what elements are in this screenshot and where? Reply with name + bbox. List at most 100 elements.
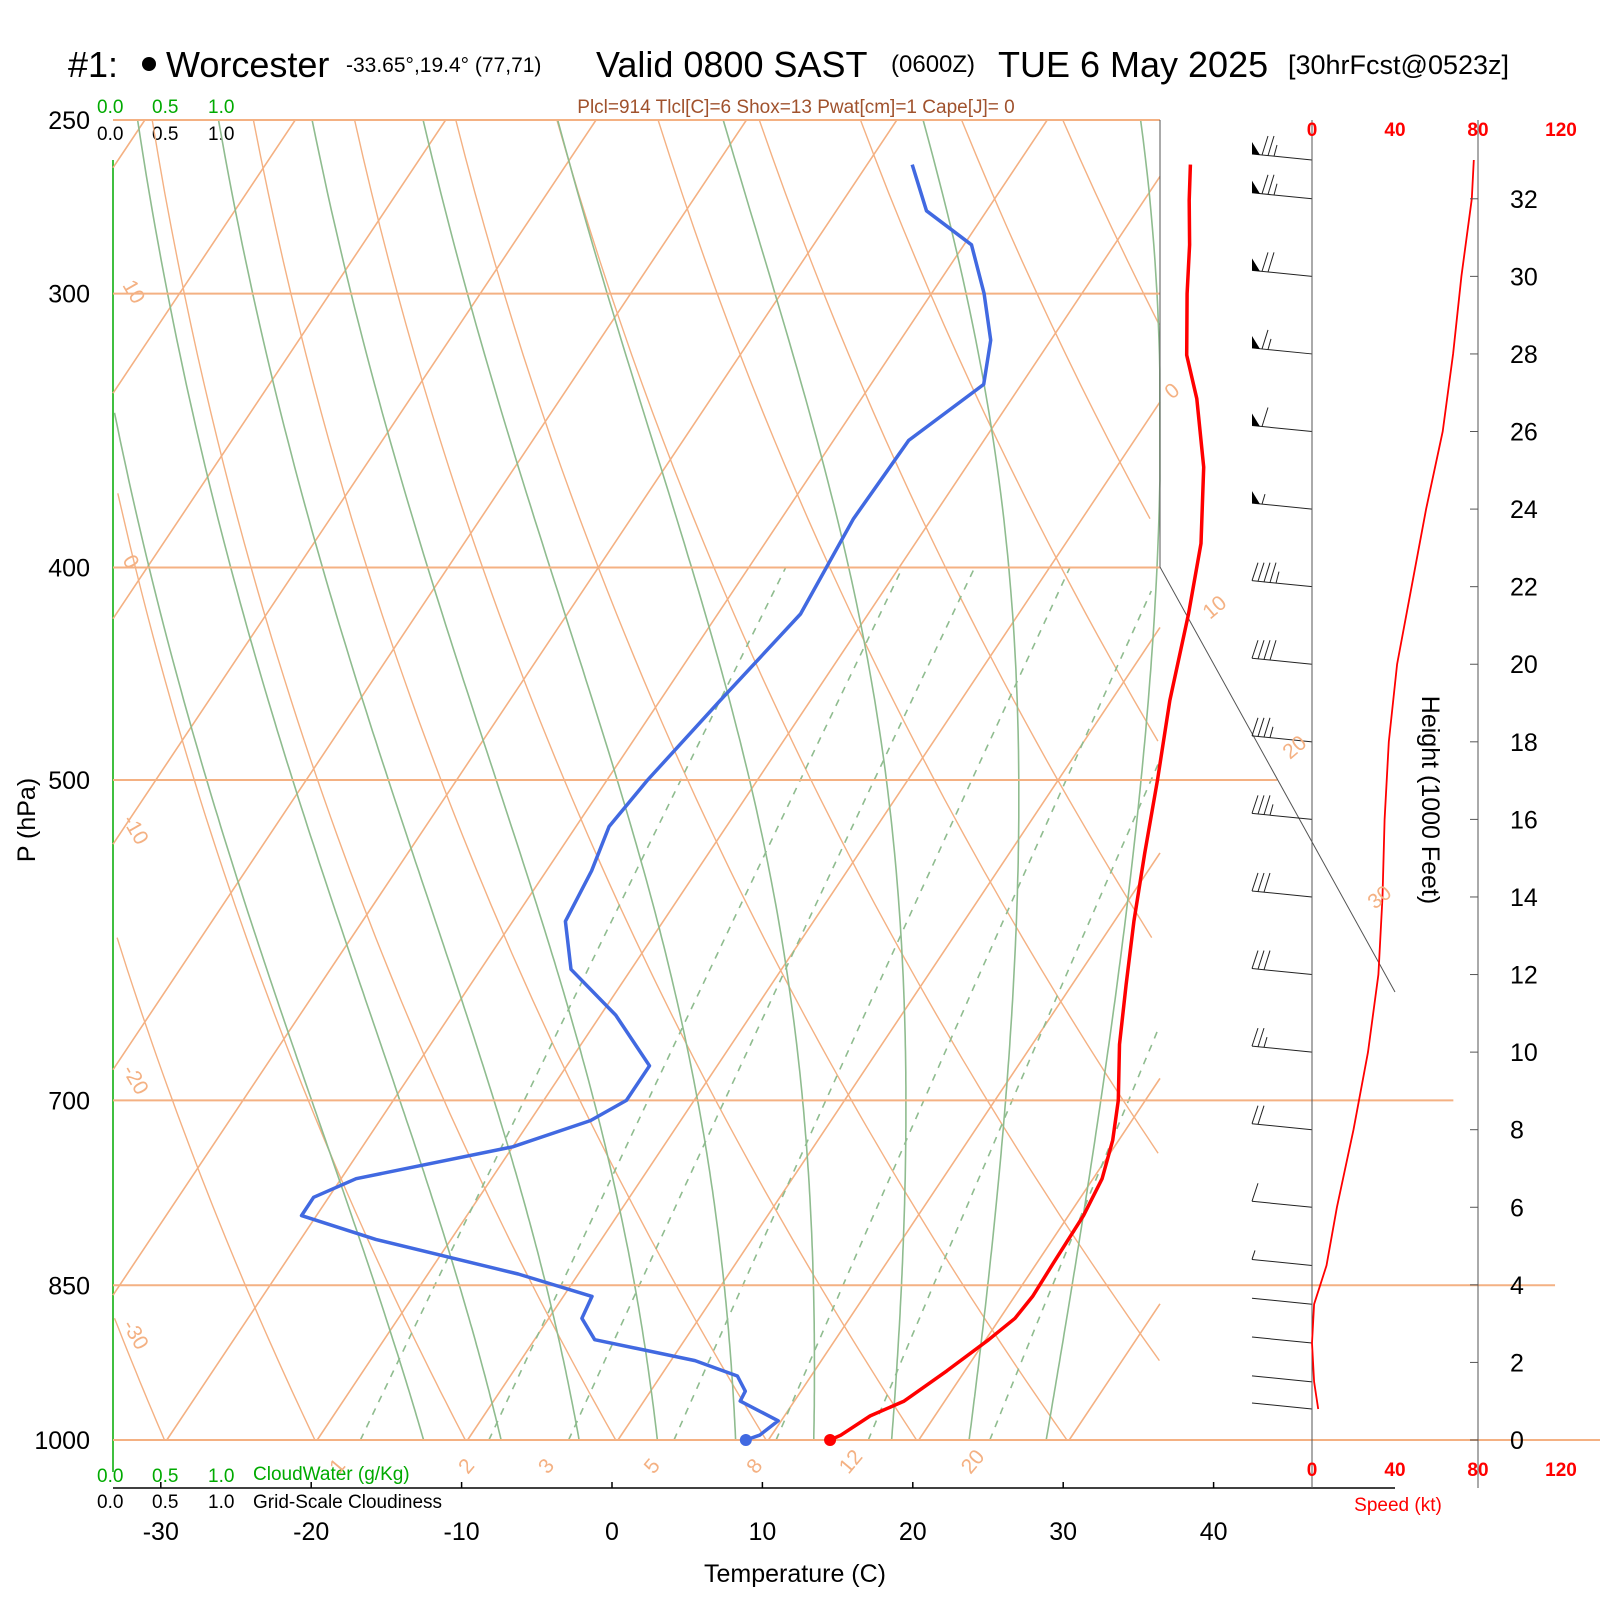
wind-speed-profile-line: [1311, 159, 1475, 1410]
isobar-lines: [113, 119, 1600, 1441]
wind-barb-feather: [1257, 950, 1265, 970]
wind-barb-feather: [1263, 640, 1271, 660]
height-axis-title: Height (1000 Feet): [1416, 696, 1444, 904]
dry-adiabat-line: [113, 1318, 166, 1441]
wind-barb-half-feather: [1273, 183, 1278, 196]
wind-barb-feather: [1261, 252, 1269, 272]
pressure-tick-label: 700: [48, 1087, 90, 1115]
temperature-surface-point: [824, 1434, 837, 1446]
dewpoint-profile-line: [299, 164, 993, 1442]
moist-adiabat-line: [1045, 119, 1161, 1441]
height-tick-label: 26: [1510, 419, 1538, 447]
dry-adiabat-label: -20: [118, 1061, 153, 1099]
dry-adiabat-line: [252, 119, 767, 1441]
dry-adiabat-label: -10: [118, 811, 153, 849]
wind-barb-feather: [1267, 174, 1275, 195]
wind-barb-feather: [1251, 640, 1259, 659]
wind-barb-feather: [1269, 640, 1277, 661]
dewpoint-surface-point: [739, 1434, 752, 1446]
wind-barb-pennant: [1252, 491, 1260, 505]
wind-barb-pennant: [1252, 413, 1260, 427]
height-tick-label: 22: [1510, 574, 1538, 602]
dry-adiabat-line: [960, 119, 1151, 520]
wind-barb-shaft: [1251, 1258, 1313, 1266]
wind-barb-shaft: [1251, 1402, 1313, 1410]
height-tick-label: 12: [1510, 962, 1538, 990]
dry-adiabat-line: [353, 119, 918, 1441]
wind-barb-shaft: [1251, 735, 1313, 743]
temperature-tick-label: 20: [899, 1518, 927, 1546]
wind-barb-half-feather: [1261, 493, 1266, 505]
wind-barb-feather: [1257, 1105, 1265, 1125]
wind-barb-shaft: [1251, 580, 1313, 588]
speed-tick-label: 40: [1384, 120, 1405, 141]
cloud-scale-bottom-green-2: 1.0: [208, 1466, 234, 1487]
isotherm-line: [316, 175, 1161, 1441]
cloud-scale-top-green-0: 0.0: [97, 97, 123, 118]
pressure-tick-label: 400: [48, 555, 90, 583]
cloud-scale-bottom-green-1: 0.5: [152, 1466, 178, 1487]
wind-barb-feather: [1263, 717, 1271, 738]
isotherm-line: [466, 401, 1161, 1441]
wind-barb-shaft: [1251, 502, 1313, 510]
station-marker-icon: [142, 57, 156, 71]
temperature-tick-label: 10: [748, 1518, 776, 1546]
valid-date: TUE 6 May 2025: [998, 44, 1268, 85]
stability-indices: Plcl=914 Tlcl[C]=6 Shox=13 Pwat[cm]=1 Ca…: [577, 97, 1014, 118]
cloud-scale-bottom-green-0: 0.0: [97, 1466, 123, 1487]
dry-adiabat-line: [657, 119, 1159, 1154]
mixing-ratio-line: [673, 567, 1071, 1441]
station-name: Worcester: [166, 44, 329, 85]
speed-tick-label: 80: [1467, 120, 1488, 141]
wind-barb-shaft: [1251, 192, 1313, 200]
wind-barb-feather: [1251, 1027, 1259, 1047]
wind-barb-shaft: [1251, 153, 1313, 161]
cloud-scale-top-black-1: 0.5: [152, 124, 178, 145]
wind-barb-feather: [1251, 717, 1259, 736]
cloud-scale-top-green-1: 0.5: [152, 97, 178, 118]
mixing-ratio-label: 5: [640, 1454, 665, 1478]
cloudwater-label: CloudWater (g/Kg): [253, 1464, 410, 1485]
dry-adiabat-line: [151, 119, 617, 1441]
moist-adiabat-line: [113, 412, 425, 1441]
wind-barb-feather: [1261, 329, 1269, 350]
wind-barb-feather: [1257, 1027, 1265, 1047]
wind-barb-half-feather: [1273, 144, 1278, 157]
dry-adiabat-line: [859, 119, 1159, 742]
isotherm-line: [767, 852, 1161, 1441]
speed-tick-label: 0: [1307, 1460, 1318, 1481]
isotherm-line: [918, 1077, 1161, 1441]
cloudiness-label: Grid-Scale Cloudiness: [253, 1492, 442, 1513]
isotherm-line: [112, 119, 748, 1071]
height-tick-label: 30: [1510, 263, 1538, 291]
height-tick-label: 16: [1510, 806, 1538, 834]
wind-barb-feather: [1261, 407, 1269, 427]
station-coords: -33.65°,19.4° (77,71): [346, 54, 541, 77]
wind-barb-shaft: [1251, 1045, 1313, 1053]
dry-adiabat-line: [556, 119, 1160, 1362]
temperature-tick-label: 30: [1049, 1518, 1077, 1546]
wind-barb-feather: [1261, 174, 1269, 194]
pressure-axis: 250 300 400 500 700 850 1000: [34, 107, 90, 1455]
isotherm-line: [617, 626, 1161, 1441]
wind-barb-pennant: [1252, 335, 1260, 349]
forecast-info: [30hrFcst@0523z]: [1288, 50, 1509, 80]
cloud-scale-top-green-2: 1.0: [208, 97, 234, 118]
wind-barb-shaft: [1251, 1336, 1313, 1344]
temperature-tick-label: -10: [444, 1518, 480, 1546]
wind-barb-feather: [1267, 252, 1275, 273]
valid-zulu: (0600Z): [891, 51, 975, 78]
moist-adiabat-line: [722, 119, 907, 1441]
wind-barb-shaft: [1251, 347, 1313, 355]
wind-barb-feather: [1263, 872, 1271, 893]
wind-barb-pennant: [1252, 258, 1260, 272]
pressure-tick-label: 1000: [34, 1427, 90, 1455]
wind-barb-feather: [1261, 135, 1269, 156]
mixing-ratio-label: 12: [835, 1446, 868, 1479]
cloud-scale-bottom-black-0: 0.0: [97, 1492, 123, 1513]
dry-adiabat-label: 0: [118, 551, 144, 573]
height-tick-label: 0: [1510, 1427, 1524, 1455]
dry-adiabat-label: -30: [118, 1316, 153, 1354]
